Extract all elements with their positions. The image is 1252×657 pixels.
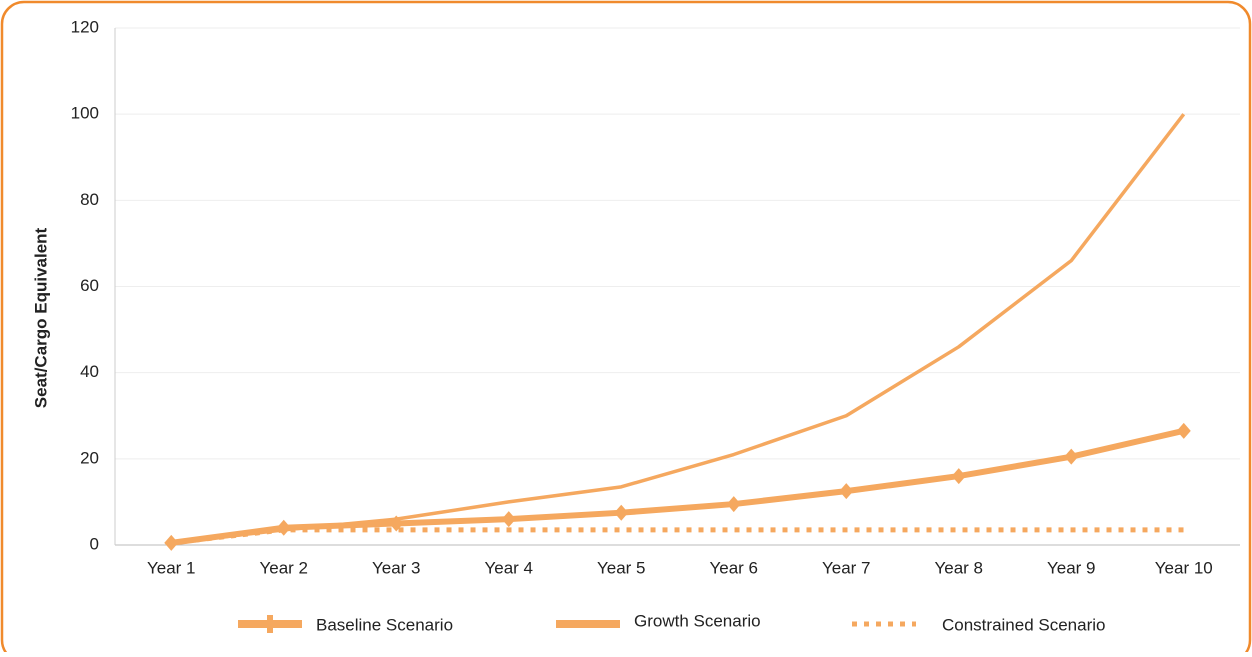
y-tick-label: 80 [80,190,99,209]
y-tick-label: 40 [80,362,99,381]
legend-marker [267,615,273,633]
diamond-marker [1064,448,1079,465]
y-tick-label: 0 [90,534,99,553]
x-tick-label: Year 6 [709,558,758,577]
y-tick-label: 120 [71,17,99,36]
diamond-marker [951,468,966,485]
series-line [170,427,1185,546]
x-tick-label: Year 8 [934,558,983,577]
diamond-marker [501,511,516,528]
y-tick-label: 100 [71,104,99,123]
x-tick-label: Year 4 [484,558,533,577]
legend-label: Growth Scenario [634,611,761,630]
y-tick-label: 60 [80,276,99,295]
x-tick-label: Year 10 [1155,558,1213,577]
y-tick-label: 20 [80,448,99,467]
legend-label: Baseline Scenario [316,615,453,634]
x-tick-label: Year 2 [259,558,308,577]
series-line [171,113,1186,545]
diamond-marker [276,519,291,536]
diamond-marker [726,496,741,513]
x-tick-label: Year 9 [1047,558,1096,577]
series-line [170,527,1184,546]
legend-label: Constrained Scenario [942,615,1105,634]
y-axis-label: Seat/Cargo Equivalent [31,227,50,408]
diamond-marker [614,504,629,521]
x-tick-label: Year 7 [822,558,871,577]
diamond-marker [839,483,854,500]
diamond-marker [1176,422,1191,439]
x-tick-label: Year 3 [372,558,421,577]
x-tick-label: Year 1 [147,558,196,577]
x-tick-label: Year 5 [597,558,646,577]
